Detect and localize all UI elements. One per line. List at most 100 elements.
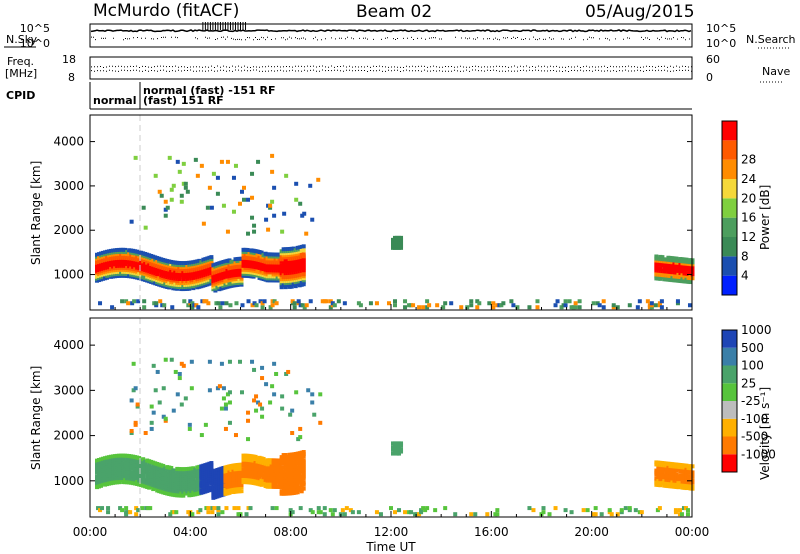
power-cell (577, 299, 582, 304)
velocity-cell (293, 474, 298, 479)
power-cell (374, 301, 379, 306)
velocity-cell (97, 462, 102, 467)
velocity-cell (179, 475, 184, 480)
power-cell (290, 299, 295, 304)
velocity-cell (189, 476, 194, 481)
velocity-cell (163, 416, 168, 421)
velocity-cell (201, 469, 206, 474)
velocity-cell (219, 484, 224, 489)
velocity-cell (169, 480, 174, 485)
power-cell (224, 301, 229, 306)
velocity-cell (189, 470, 194, 475)
power-cell (177, 261, 182, 266)
power-cell (283, 259, 288, 264)
velocity-cell (121, 478, 126, 483)
velocity-cell (277, 460, 282, 465)
velocity-cell (684, 481, 689, 486)
velocity-cell (111, 478, 116, 483)
velocity-cell (239, 483, 244, 488)
velocity-cell (281, 471, 286, 476)
velocity-cell (227, 484, 232, 489)
power-cell (273, 258, 278, 263)
power-cell (115, 248, 120, 253)
velocity-cell (199, 476, 204, 481)
velocity-cell (133, 475, 138, 480)
velocity-cell (147, 477, 152, 482)
velocity-cell (163, 474, 168, 479)
velocity-cell (187, 422, 192, 427)
velocity-cell (285, 461, 290, 466)
velocity-cell (147, 463, 152, 468)
velocity-cell (149, 478, 154, 483)
velocity-cell (289, 458, 294, 463)
power-cell (271, 252, 276, 257)
velocity-cell (149, 468, 154, 473)
velocity-cell (131, 479, 136, 484)
velocity-cell (263, 459, 268, 464)
velocity-cell (415, 512, 420, 517)
velocity-cell (115, 464, 120, 469)
velocity-cell (167, 473, 172, 478)
velocity-cell (639, 510, 644, 515)
station-title: McMurdo (fitACF) (93, 1, 239, 21)
velocity-cell (279, 483, 284, 488)
velocity-cell (666, 473, 671, 478)
velocity-cell (308, 508, 313, 513)
velocity-cell (227, 476, 232, 481)
velocity-cell (243, 474, 248, 479)
power-cell (142, 305, 147, 310)
velocity-cell (283, 455, 288, 460)
velocity-cell (225, 489, 230, 494)
power-cell (627, 303, 632, 308)
velocity-cell (207, 463, 212, 468)
velocity-cell (189, 488, 194, 493)
velocity-cell (163, 480, 168, 485)
power-cell (682, 257, 687, 262)
velocity-cell (672, 464, 677, 469)
velocity-cell (175, 468, 180, 473)
velocity-cell (623, 506, 628, 511)
velocity-cell (95, 458, 100, 463)
velocity-cell (673, 510, 678, 515)
velocity-cell (205, 484, 210, 489)
power-cell (136, 299, 141, 304)
velocity-cell (145, 482, 150, 487)
velocity-cell (125, 476, 130, 481)
velocity-cell (293, 456, 298, 461)
velocity-cell (269, 468, 274, 473)
velocity-cell (123, 467, 128, 472)
velocity-cell (117, 459, 122, 464)
velocity-cell (111, 480, 116, 485)
power-cell (219, 260, 224, 265)
velocity-cell (205, 482, 210, 487)
velocity-cell (682, 465, 687, 470)
velocity-cell (127, 470, 132, 475)
power-cell (110, 305, 115, 310)
velocity-cell (223, 402, 228, 407)
velocity-cell (147, 481, 152, 486)
velocity-cell (207, 461, 212, 466)
velocity-cell (615, 512, 620, 517)
power-cell (139, 260, 144, 265)
velocity-cell (393, 443, 398, 448)
velocity-cell (99, 473, 104, 478)
velocity-cell (229, 484, 234, 489)
power-cell (270, 169, 275, 174)
velocity-cell (167, 469, 172, 474)
power-cell (252, 301, 257, 306)
velocity-cell (174, 510, 179, 515)
velocity-cell (157, 464, 162, 469)
velocity-cell (407, 510, 412, 515)
power-cell (167, 155, 172, 160)
velocity-cell (99, 465, 104, 470)
velocity-cell (269, 480, 274, 485)
velocity-cell (684, 475, 689, 480)
velocity-cell (215, 482, 220, 487)
power-cell (242, 197, 247, 202)
velocity-cell (688, 476, 693, 481)
velocity-cell (219, 487, 224, 492)
power-cell (187, 280, 192, 285)
velocity-cell (660, 473, 665, 478)
velocity-cell (541, 506, 546, 511)
velocity-cell (399, 441, 404, 446)
